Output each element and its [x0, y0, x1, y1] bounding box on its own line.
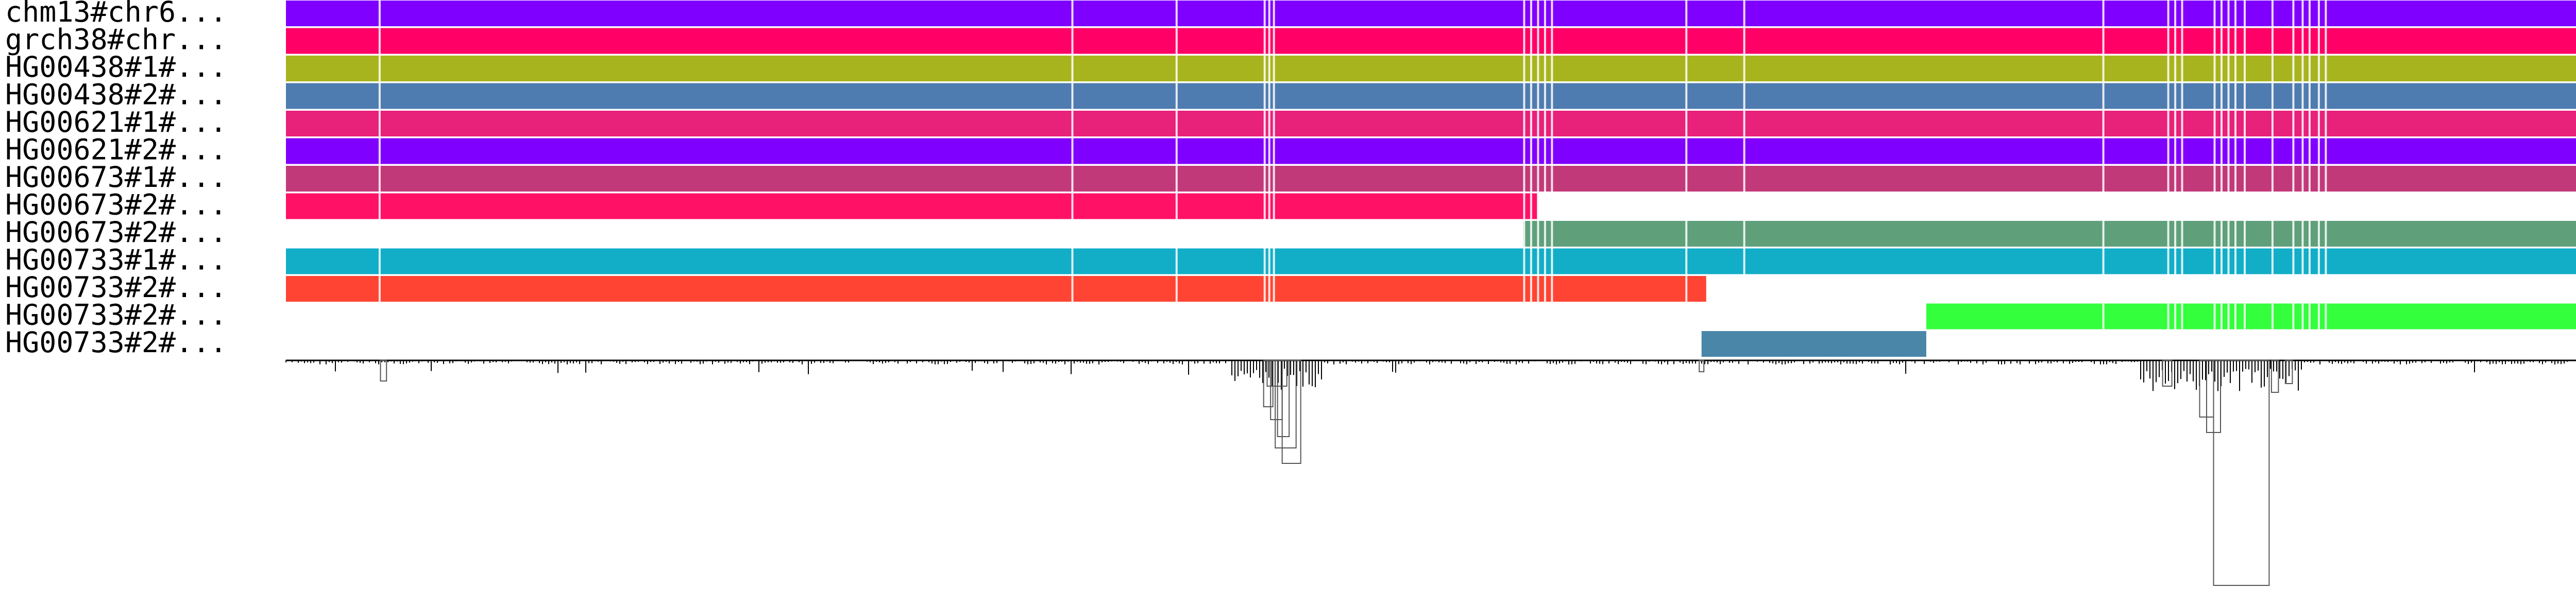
- path-bar: [286, 28, 2576, 54]
- path-bar: [286, 83, 2576, 109]
- gap-mark: [1268, 0, 1270, 331]
- gap-mark: [2213, 0, 2216, 331]
- link-box: [2213, 360, 2270, 586]
- gap-mark: [2181, 0, 2183, 331]
- path-name-label: HG00621#2#...: [5, 133, 227, 166]
- link-box: [1281, 360, 1301, 464]
- gap-mark: [2174, 0, 2177, 331]
- gap-marks: [378, 0, 2327, 331]
- gap-mark: [1685, 0, 1688, 331]
- gap-mark: [1523, 0, 1526, 331]
- path-name-label: HG00621#1#...: [5, 106, 227, 138]
- link-tree: [380, 360, 2293, 586]
- gap-mark: [2167, 0, 2170, 331]
- link-box: [2284, 360, 2293, 384]
- path-bars: [286, 1, 2576, 357]
- link-box: [2270, 360, 2279, 393]
- gap-mark: [1544, 0, 1546, 331]
- link-box: [380, 360, 387, 382]
- path-name-column: chm13#chr6...grch38#chr...HG00438#1#...H…: [5, 0, 227, 359]
- path-bar: [286, 166, 2576, 192]
- path-name-label: HG00438#2#...: [5, 78, 227, 111]
- path-name-label: HG00438#1#...: [5, 50, 227, 83]
- path-bar: [286, 276, 1706, 302]
- gap-mark: [2244, 0, 2246, 331]
- link-box: [2162, 360, 2173, 387]
- gap-mark: [1551, 0, 1553, 331]
- gap-mark: [1530, 0, 1532, 331]
- path-name-label: HG00733#2#...: [5, 271, 227, 304]
- gap-mark: [1537, 0, 1539, 331]
- path-name-label: grch38#chr...: [5, 23, 227, 56]
- path-bar: [286, 138, 2576, 164]
- gap-mark: [2308, 0, 2311, 331]
- path-name-label: HG00733#2#...: [5, 299, 227, 332]
- path-name-label: HG00673#2#...: [5, 216, 227, 249]
- link-box: [1699, 360, 1705, 372]
- gap-mark: [1175, 0, 1178, 331]
- gap-mark: [2221, 0, 2223, 331]
- gap-mark: [2102, 0, 2105, 331]
- gap-mark: [2292, 0, 2295, 331]
- depth-track: [285, 359, 2576, 391]
- path-bar: [286, 1, 2576, 26]
- path-bar: [286, 193, 1537, 219]
- path-name-label: chm13#chr6...: [5, 0, 227, 28]
- gap-mark: [1273, 0, 1275, 331]
- link-box: [1263, 360, 1274, 407]
- gap-mark: [2271, 0, 2274, 331]
- path-name-label: HG00673#1#...: [5, 161, 227, 194]
- path-name-label: HG00673#2#...: [5, 188, 227, 221]
- gap-mark: [2325, 0, 2327, 331]
- path-bar: [1523, 221, 2576, 247]
- gap-mark: [378, 0, 381, 331]
- gap-mark: [1071, 0, 1074, 331]
- gap-mark: [1743, 0, 1745, 331]
- path-bar: [286, 56, 2576, 81]
- gap-mark: [2301, 0, 2304, 331]
- path-bar: [1926, 303, 2576, 330]
- path-name-label: HG00733#2#...: [5, 326, 227, 359]
- path-bar: [286, 111, 2576, 136]
- path-bar: [1701, 331, 1926, 357]
- gap-mark: [2227, 0, 2230, 331]
- gap-mark: [1263, 0, 1266, 331]
- path-bar: [286, 248, 2576, 274]
- gap-mark: [2317, 0, 2320, 331]
- gap-mark: [2234, 0, 2236, 331]
- path-name-label: HG00733#1#...: [5, 244, 227, 276]
